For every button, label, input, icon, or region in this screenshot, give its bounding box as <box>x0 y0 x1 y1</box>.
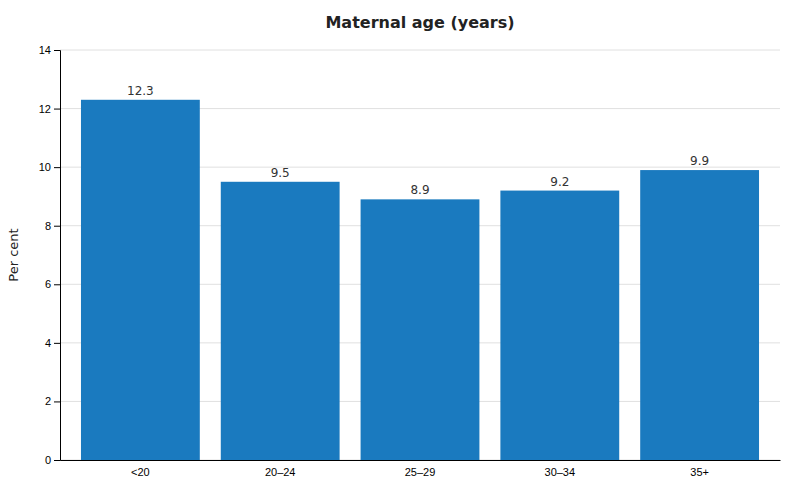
data-label: 9.2 <box>550 175 569 189</box>
grid-line <box>60 50 780 51</box>
bar <box>221 182 340 460</box>
tick-mark <box>54 343 60 344</box>
tick-label: <20 <box>131 466 150 478</box>
tick-label: 30–34 <box>545 466 576 478</box>
tick-label: 6 <box>45 278 51 290</box>
data-labels: 12.3 9.5 8.9 9.2 9.9 <box>127 84 709 198</box>
x-tick: <20 <box>131 466 150 478</box>
bars <box>81 100 759 460</box>
data-label: 9.9 <box>690 154 709 168</box>
tick-label: 0 <box>45 454 51 466</box>
bar <box>500 191 619 460</box>
y-axis: 0 2 4 6 8 10 12 14 <box>39 44 61 466</box>
tick-mark <box>54 401 60 402</box>
y-axis-title: Per cent <box>6 228 21 281</box>
tick-label: 8 <box>45 220 51 232</box>
tick-label: 20–24 <box>265 466 296 478</box>
y-tick: 8 <box>45 220 60 232</box>
tick-label: 25–29 <box>405 466 436 478</box>
tick-mark <box>54 284 60 285</box>
chart-title: Maternal age (years) <box>325 13 514 32</box>
bar <box>640 170 759 460</box>
data-label: 9.5 <box>271 166 290 180</box>
tick-label: 4 <box>45 337 51 349</box>
tick-mark <box>54 109 60 110</box>
tick-label: 14 <box>39 44 51 56</box>
bar <box>81 100 200 460</box>
y-tick: 12 <box>39 103 60 115</box>
x-tick: 30–34 <box>545 466 576 478</box>
axis-line <box>54 51 61 461</box>
tick-label: 10 <box>39 161 51 173</box>
y-tick: 0 <box>45 454 60 466</box>
x-tick: 20–24 <box>265 466 296 478</box>
tick-label: 2 <box>45 395 51 407</box>
x-tick: 35+ <box>690 466 709 478</box>
data-label: 12.3 <box>127 84 154 98</box>
x-tick: 25–29 <box>405 466 436 478</box>
grid <box>60 50 780 460</box>
x-axis: <20 20–24 25–29 30–34 35+ <box>61 461 781 478</box>
plot-area: 12.3 9.5 8.9 9.2 9.9 0 2 4 6 8 10 12 14 <20 20–24 25–29… <box>39 44 781 478</box>
y-tick: 10 <box>39 161 60 173</box>
tick-label: 35+ <box>690 466 709 478</box>
data-label: 8.9 <box>410 183 429 197</box>
chart-svg: 12.3 9.5 8.9 9.2 9.9 0 2 4 6 8 10 12 14 <20 20–24 25–29… <box>0 0 800 500</box>
tick-mark <box>54 167 60 168</box>
tick-mark <box>54 50 60 51</box>
tick-label: 12 <box>39 103 51 115</box>
chart-container: 12.3 9.5 8.9 9.2 9.9 0 2 4 6 8 10 12 14 <20 20–24 25–29… <box>0 0 800 500</box>
axis-line <box>61 460 781 461</box>
tick-mark <box>54 226 60 227</box>
y-tick: 14 <box>39 44 60 56</box>
tick-mark <box>54 460 60 461</box>
y-tick: 6 <box>45 278 60 290</box>
y-tick: 4 <box>45 337 60 349</box>
y-tick: 2 <box>45 395 60 407</box>
bar <box>361 199 480 460</box>
